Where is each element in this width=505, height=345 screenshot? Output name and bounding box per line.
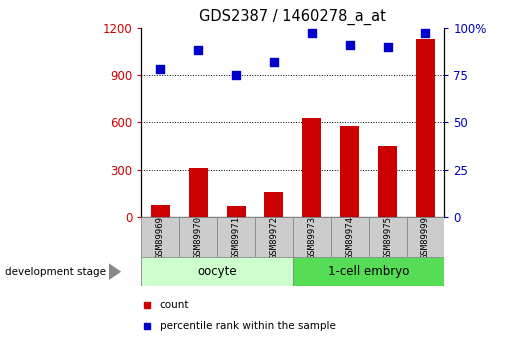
Point xyxy=(345,42,353,47)
Bar xyxy=(151,206,170,217)
Bar xyxy=(179,217,217,257)
Bar xyxy=(217,217,255,257)
Bar xyxy=(416,39,435,217)
Bar xyxy=(369,217,407,257)
Text: GSM89999: GSM89999 xyxy=(421,216,430,259)
Point xyxy=(157,67,165,72)
Text: GSM89975: GSM89975 xyxy=(383,216,392,259)
Point xyxy=(308,30,316,36)
Bar xyxy=(189,168,208,217)
Point xyxy=(270,59,278,65)
Text: oocyte: oocyte xyxy=(197,265,237,278)
Bar xyxy=(293,257,444,286)
Title: GDS2387 / 1460278_a_at: GDS2387 / 1460278_a_at xyxy=(199,9,386,25)
Point xyxy=(194,48,202,53)
Bar xyxy=(293,217,331,257)
Bar xyxy=(255,217,293,257)
Bar xyxy=(141,217,179,257)
Bar xyxy=(265,192,283,217)
Bar xyxy=(340,126,359,217)
Bar xyxy=(302,118,321,217)
Text: GSM89971: GSM89971 xyxy=(232,216,240,259)
Text: GSM89974: GSM89974 xyxy=(345,216,354,259)
Text: 1-cell embryo: 1-cell embryo xyxy=(328,265,410,278)
Bar xyxy=(407,217,444,257)
Text: GSM89970: GSM89970 xyxy=(194,216,203,259)
Bar xyxy=(141,257,293,286)
Bar xyxy=(227,206,245,217)
Point xyxy=(384,44,392,49)
Bar xyxy=(331,217,369,257)
Point xyxy=(232,72,240,78)
Point xyxy=(421,30,429,36)
Bar xyxy=(378,146,397,217)
Text: GSM89972: GSM89972 xyxy=(270,216,278,259)
Text: count: count xyxy=(160,300,189,310)
Text: GSM89969: GSM89969 xyxy=(156,216,165,259)
Polygon shape xyxy=(109,263,121,280)
Text: percentile rank within the sample: percentile rank within the sample xyxy=(160,321,335,331)
Text: GSM89973: GSM89973 xyxy=(308,216,316,259)
Text: development stage: development stage xyxy=(5,267,106,277)
